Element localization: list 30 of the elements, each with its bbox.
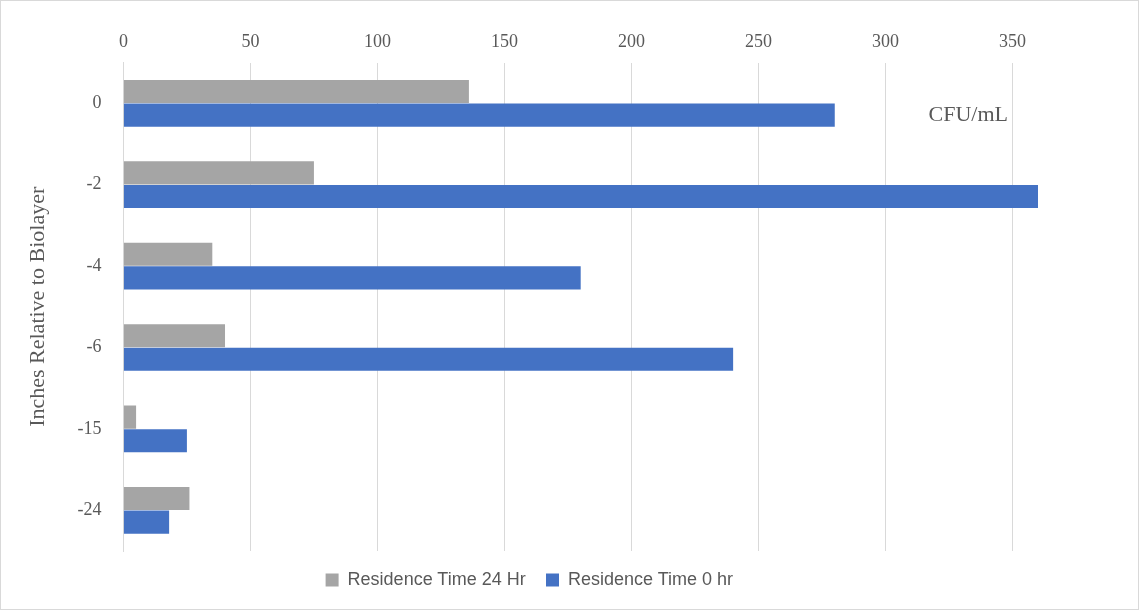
x-axis-title: CFU/mL <box>928 101 1008 127</box>
bar <box>123 405 137 429</box>
bar <box>123 486 190 511</box>
bar <box>123 161 314 185</box>
y-tick-label: 0 <box>92 92 102 113</box>
x-tick-label: 300 <box>872 30 900 51</box>
x-tick-label: 100 <box>363 30 391 51</box>
bar <box>123 103 835 127</box>
y-tick-label: -24 <box>77 499 102 520</box>
bar <box>123 79 469 104</box>
x-tick-label: 200 <box>618 30 646 51</box>
bar <box>123 429 187 453</box>
y-tick-label: -4 <box>86 254 102 275</box>
bar <box>123 184 1038 209</box>
y-tick-label: -15 <box>77 417 102 438</box>
bar <box>123 324 226 348</box>
x-tick-label: 0 <box>118 30 128 51</box>
x-tick-label: 150 <box>490 30 518 51</box>
bar <box>123 242 213 266</box>
x-tick-label: 350 <box>999 30 1027 51</box>
bar <box>123 266 581 290</box>
y-tick-label: -6 <box>86 336 102 357</box>
legend-label: Residence Time 0 hr <box>568 568 734 589</box>
y-tick-label: -2 <box>86 173 102 194</box>
bar <box>123 510 170 534</box>
y-axis-title: Inches Relative to Biolayer <box>23 186 49 427</box>
x-tick-label: 50 <box>241 30 260 51</box>
x-tick-label: 250 <box>745 30 773 51</box>
bar <box>123 347 734 371</box>
legend-label: Residence Time 24 Hr <box>347 568 526 589</box>
